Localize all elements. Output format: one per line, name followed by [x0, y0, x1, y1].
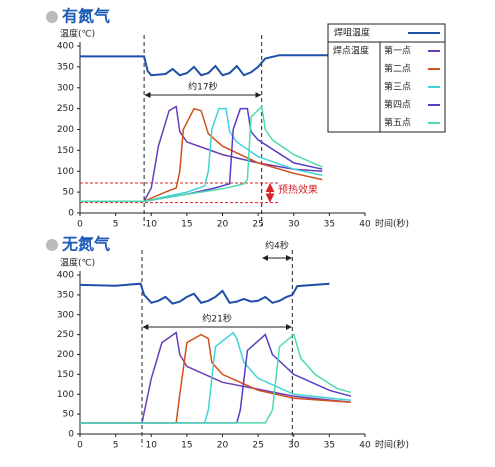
series-line: [80, 107, 323, 203]
series-line: [80, 333, 352, 424]
series-line: [80, 331, 351, 424]
y-tick-label: 50: [63, 188, 75, 198]
y-tick-label: 350: [57, 62, 74, 72]
x-tick-label: 40: [359, 220, 371, 230]
legend-box: [327, 23, 446, 133]
y-tick-label: 150: [57, 146, 74, 156]
title-icon: [46, 239, 58, 251]
series-line: [80, 54, 330, 77]
x-tick-label: 30: [288, 441, 300, 451]
x-tick-label: 25: [252, 220, 263, 230]
x-tick-label: 15: [181, 441, 192, 451]
series-line: [80, 104, 323, 203]
x-axis-label: 时间(秒): [375, 439, 409, 451]
series-line: [79, 282, 330, 305]
x-tick-label: 35: [324, 220, 335, 230]
y-tick-label: 150: [57, 370, 74, 380]
x-tick-label: 10: [146, 441, 158, 451]
chart-title: 有氮气: [62, 7, 110, 26]
y-axis-label: 温度(℃): [60, 257, 95, 269]
y-tick-label: 200: [57, 125, 74, 135]
legend-label: 第二点: [384, 63, 411, 75]
legend-label: 第三点: [384, 81, 411, 93]
y-tick-label: 250: [57, 104, 74, 114]
legend-label: 第一点: [384, 45, 411, 57]
span-label: 约21秒: [202, 313, 231, 325]
legend-label: 第四点: [384, 99, 411, 111]
y-tick-label: 100: [57, 390, 74, 400]
preheat-label: 预热效果: [278, 183, 318, 196]
x-tick-label: 0: [77, 441, 83, 451]
x-axis-label: 时间(秒): [375, 218, 409, 230]
x-tick-label: 15: [181, 220, 192, 230]
y-tick-label: 300: [57, 310, 74, 320]
x-tick-label: 20: [217, 220, 229, 230]
y-tick-label: 200: [57, 350, 74, 360]
x-tick-label: 30: [288, 220, 300, 230]
x-tick-label: 25: [252, 441, 263, 451]
x-tick-label: 20: [217, 441, 229, 451]
y-tick-label: 0: [68, 209, 74, 219]
span-label: 约17秒: [188, 81, 217, 93]
y-tick-label: 400: [57, 271, 74, 281]
x-tick-label: 10: [146, 220, 158, 230]
x-tick-label: 40: [359, 441, 371, 451]
series-line: [80, 333, 351, 424]
legend-label: 第五点: [384, 117, 411, 129]
x-tick-label: 5: [113, 220, 119, 230]
y-tick-label: 300: [57, 83, 74, 93]
y-axis-label: 温度(℃): [60, 28, 95, 40]
y-tick-label: 250: [57, 330, 74, 340]
y-tick-label: 400: [57, 42, 74, 52]
legend-label: 焊咀温度: [334, 27, 370, 39]
series-line: [80, 331, 351, 424]
y-tick-label: 0: [68, 430, 74, 440]
gap-label: 约4秒: [265, 240, 289, 252]
legend-group-label: 焊点温度: [333, 45, 369, 57]
x-tick-label: 5: [113, 441, 119, 451]
chart-title: 无氮气: [61, 235, 110, 254]
title-icon: [46, 11, 58, 23]
y-tick-label: 350: [57, 290, 74, 300]
x-tick-label: 35: [324, 441, 335, 451]
series-line: [80, 333, 351, 424]
y-tick-label: 50: [63, 410, 75, 420]
y-tick-label: 100: [57, 167, 74, 177]
x-tick-label: 0: [77, 220, 83, 230]
series-line: [80, 107, 323, 203]
